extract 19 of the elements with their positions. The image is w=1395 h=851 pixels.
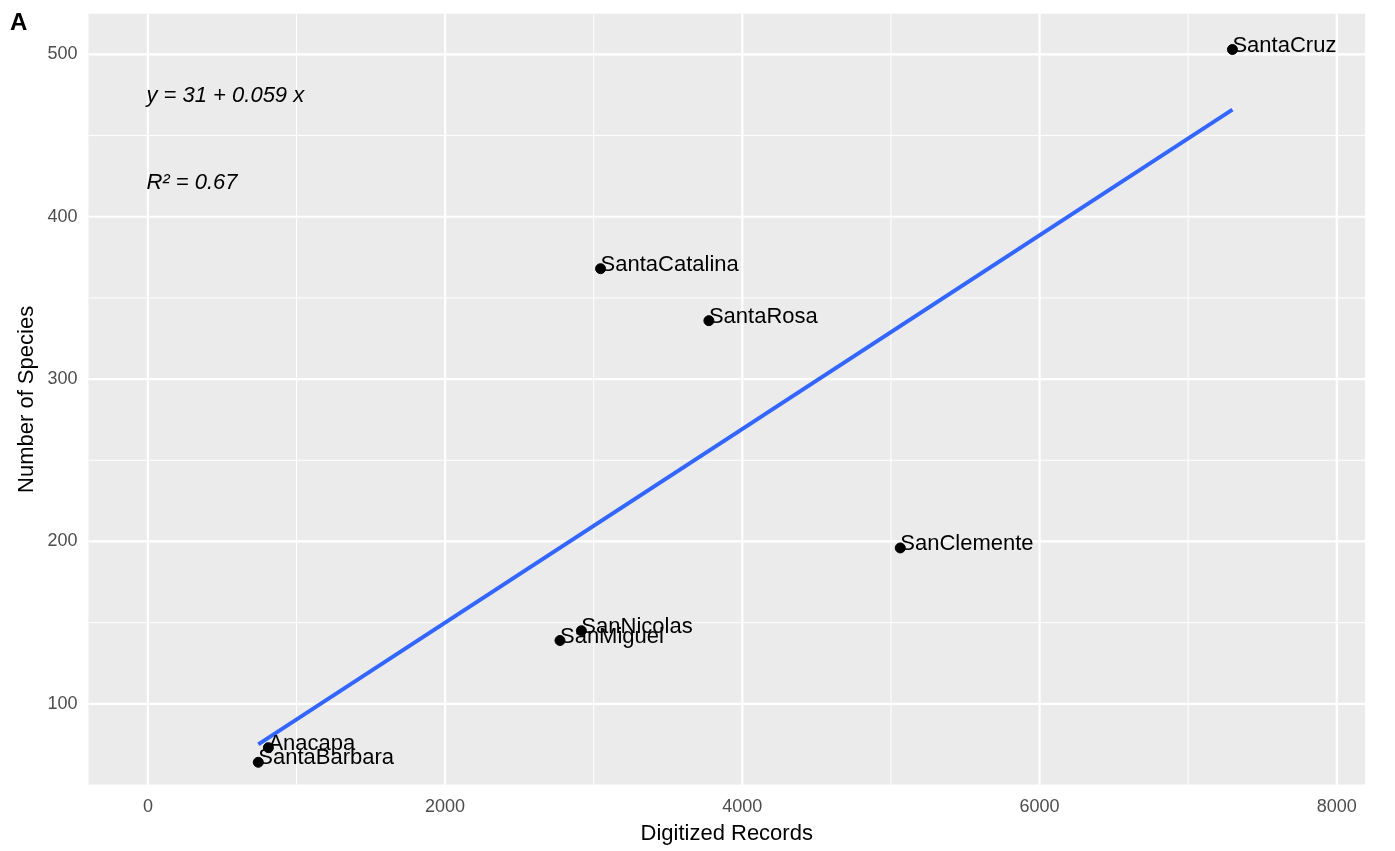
text: A <box>10 8 28 35</box>
x-tick-label: 2000 <box>425 795 466 816</box>
x-axis-title: Digitized Records <box>640 819 813 845</box>
annotation: y = 31 + 0.059 x <box>144 81 306 107</box>
y-tick-label: 500 <box>47 43 78 64</box>
data-label: SantaCruz <box>1232 31 1337 57</box>
x-tick-label: 6000 <box>1019 795 1060 816</box>
x-tick-label: 0 <box>142 795 153 816</box>
x-tick-label: 8000 <box>1316 795 1357 816</box>
data-label: SanClemente <box>900 529 1034 555</box>
annotation: R² = 0.67 <box>146 168 239 194</box>
y-tick-label: 300 <box>47 368 78 389</box>
data-label: SantaCatalina <box>600 250 740 276</box>
data-label: SantaRosa <box>708 302 819 328</box>
y-tick-label: 200 <box>47 530 78 551</box>
y-tick-label: 100 <box>47 692 78 713</box>
y-tick-label: 400 <box>47 205 78 226</box>
y-axis-title: Number of Species <box>13 305 39 493</box>
x-tick-label: 4000 <box>722 795 763 816</box>
